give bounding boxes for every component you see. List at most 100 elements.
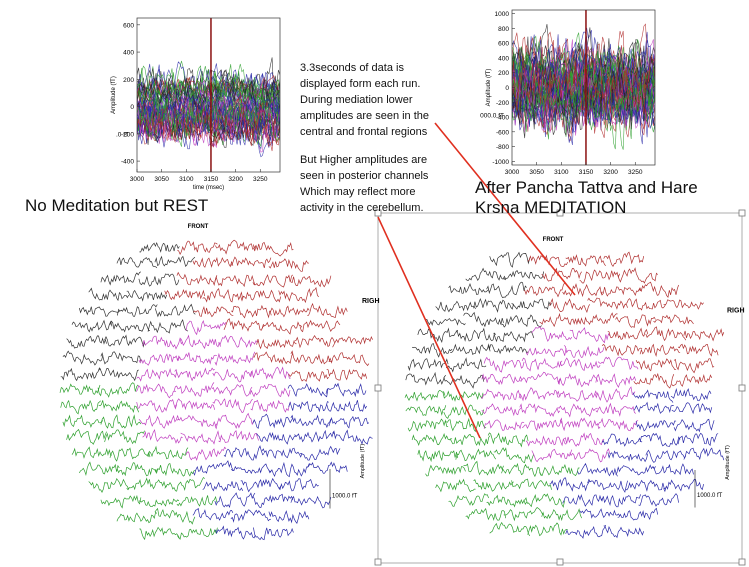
sensor-trace (487, 432, 529, 448)
sensor-trace (597, 356, 639, 371)
traces (137, 57, 280, 158)
sensor-trace (557, 373, 599, 388)
sensor-trace (62, 350, 104, 366)
sensor-trace (231, 304, 272, 319)
front-label: FRONT (188, 224, 209, 230)
x-tick-label: 3050 (529, 169, 544, 176)
trace (512, 55, 655, 105)
y-tick-label: 200 (498, 70, 509, 77)
sensor-trace (595, 402, 637, 417)
sensor-trace (455, 448, 497, 462)
sensor-trace (261, 321, 303, 335)
sensor-trace (290, 495, 332, 509)
sensor-trace (677, 343, 719, 357)
sensor-trace (328, 352, 370, 367)
sensor-trace (480, 388, 522, 401)
y-axis-label: Amplitude (fT) (486, 69, 492, 107)
sensor-trace (180, 430, 221, 445)
sensor-trace (252, 493, 294, 509)
sensor-trace (71, 446, 113, 459)
y-tick-label: -600 (496, 129, 509, 136)
sensor-trace (465, 507, 507, 522)
sensor-trace (136, 398, 178, 413)
x-tick-label: 3150 (579, 169, 594, 176)
sensor-trace (559, 417, 601, 432)
sensor-trace (565, 524, 607, 539)
sensor-trace (455, 327, 497, 342)
sensor-trace (521, 419, 563, 432)
sensor-trace (411, 343, 453, 358)
sensor-trace (202, 481, 244, 492)
sensor-trace (511, 298, 552, 310)
y-tick-label: 600 (498, 41, 509, 48)
sensor-trace (527, 522, 568, 537)
trace (137, 107, 280, 150)
sensor-trace (202, 288, 244, 303)
sensor-trace (483, 356, 525, 373)
sensor-trace (663, 478, 704, 493)
sensor-trace (549, 477, 590, 492)
sensor-trace (518, 387, 560, 402)
x-tick-label: 3000 (130, 176, 145, 183)
sensor-trace (116, 256, 158, 269)
sensor-trace (539, 463, 580, 477)
sensor-trace (448, 283, 489, 295)
sensor-trace (177, 240, 218, 256)
sensor-trace (78, 306, 120, 317)
sensor-trace (449, 433, 491, 447)
trace (137, 95, 280, 120)
sensor-trace (645, 449, 687, 463)
sensor-trace (138, 498, 180, 507)
sensor-trace (405, 405, 447, 416)
sensor-trace (66, 428, 107, 445)
sensor-trace (299, 319, 341, 333)
sensor-trace (109, 447, 151, 462)
x-tick-label: 3050 (154, 176, 169, 183)
sensor-trace (448, 493, 489, 507)
trace (137, 92, 280, 143)
y-tick-label: -800 (496, 144, 509, 151)
sensor-trace (425, 464, 466, 477)
sensor-trace (473, 479, 514, 492)
sensor-trace (154, 303, 196, 318)
sensor-trace (104, 334, 145, 348)
sensor-trace (192, 460, 234, 476)
y-tick-label: 200 (123, 77, 134, 84)
front-label: FRONT (543, 237, 564, 243)
sensor-trace (126, 477, 167, 491)
sensor-trace (214, 351, 256, 366)
sensor-trace (256, 432, 297, 445)
sensor-trace (177, 527, 218, 540)
sensor-trace (174, 398, 216, 411)
sensor-trace (525, 347, 567, 357)
x-tick-label: 3000 (505, 169, 520, 176)
sensor-trace (116, 462, 158, 477)
sensor-trace (139, 526, 180, 541)
sensor-trace (404, 389, 446, 402)
sensor-trace (288, 370, 329, 382)
sensor-trace (525, 435, 567, 447)
sensor-trace (288, 401, 329, 413)
sensor-trace (214, 492, 256, 508)
sensor-trace (569, 448, 611, 463)
sensor-trace (673, 358, 715, 374)
sensor-trace (230, 509, 271, 523)
trace (137, 68, 280, 103)
sensor-trace (176, 495, 218, 507)
sensor-trace (256, 338, 297, 350)
y-tick-label: -1000 (492, 159, 509, 166)
sensor-trace (541, 508, 583, 522)
sensor-trace (98, 368, 139, 382)
y-tick-label: 600 (123, 22, 134, 29)
sensor-trace (531, 448, 573, 463)
sensor-trace (268, 510, 310, 524)
arrow (434, 122, 576, 296)
title: No Meditation but REST (25, 196, 209, 215)
sensor-trace (587, 478, 628, 493)
sensor-trace (268, 258, 309, 272)
sensor-trace (126, 289, 168, 302)
sensor-trace (326, 400, 368, 412)
sensor-trace (635, 419, 677, 432)
note: But Higher amplitudes are seen in poster… (300, 154, 429, 214)
x-tick-label: 3100 (179, 176, 194, 183)
